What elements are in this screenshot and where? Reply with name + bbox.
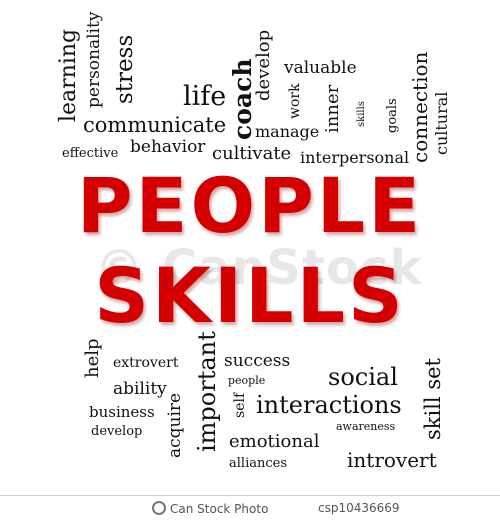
word-communicate: communicate: [83, 113, 227, 137]
word-skill-set: skill set: [421, 358, 445, 440]
footer-image-id: csp10436669: [318, 501, 400, 515]
word-manage: manage: [255, 122, 320, 141]
word-interpersonal: interpersonal: [300, 148, 410, 167]
footer-brand: Can Stock Photo: [152, 501, 268, 516]
word-business: business: [89, 403, 155, 421]
word-work: work: [287, 83, 303, 119]
word-learning: learning: [56, 28, 81, 122]
word-self: self: [232, 392, 248, 418]
word-inner: inner: [322, 84, 343, 133]
word-behavior: behavior: [130, 137, 206, 157]
word-connection: connection: [408, 51, 432, 163]
word-life: life: [183, 81, 227, 112]
word-awareness: awareness: [336, 420, 396, 433]
word-extrovert: extrovert: [113, 355, 179, 371]
heading-skills: SKILLS: [94, 251, 406, 340]
word-acquire: acquire: [165, 392, 185, 458]
word-effective: effective: [62, 146, 119, 161]
word-cultural: cultural: [432, 91, 451, 155]
word-coach: coach: [228, 58, 257, 141]
word-develop-top: develop: [253, 29, 274, 101]
word-success: success: [224, 351, 291, 371]
word-social: social: [328, 363, 398, 391]
word-emotional: emotional: [229, 431, 320, 452]
word-people: people: [228, 374, 266, 387]
word-help: help: [82, 338, 103, 378]
word-ability: ability: [113, 379, 167, 399]
word-develop-bottom: develop: [91, 424, 143, 439]
word-alliances: alliances: [229, 456, 287, 471]
word-introvert: introvert: [347, 448, 437, 472]
footer-bar: Can Stock Photo csp10436669: [0, 495, 500, 520]
word-goals: goals: [385, 98, 400, 133]
watermark: © CanStock: [95, 240, 423, 296]
word-interactions: interactions: [256, 391, 402, 419]
word-important: important: [193, 331, 221, 452]
word-personality: personality: [84, 11, 104, 108]
heading-people: PEOPLE: [76, 161, 424, 250]
word-stress: stress: [112, 34, 138, 104]
word-skills: skills: [356, 101, 367, 127]
word-valuable: valuable: [284, 58, 357, 78]
word-cultivate: cultivate: [212, 143, 292, 164]
